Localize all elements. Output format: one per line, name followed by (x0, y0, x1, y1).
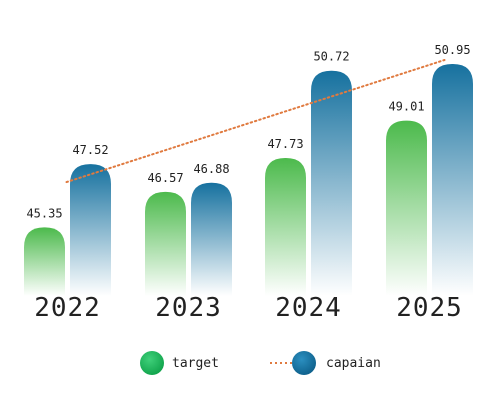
category-label-2023: 2023 (155, 293, 222, 323)
legend-label-target: target (172, 356, 219, 371)
bar-target-2024 (265, 157, 306, 296)
value-label-target-2025: 49.01 (388, 100, 424, 114)
category-label-2022: 2022 (34, 293, 101, 323)
trendline-capaian (65, 59, 446, 184)
bar-capaian-2023 (191, 182, 232, 296)
bar-target-2023 (145, 191, 186, 296)
legend: target capaian (140, 351, 381, 375)
value-label-capaian-2025: 50.95 (434, 43, 470, 57)
value-label-target-2024: 47.73 (267, 137, 303, 151)
value-labels-group: 45.35 47.52 46.57 46.88 47.73 50.72 49.01 50.95 (26, 43, 470, 220)
bar-capaian-2025 (432, 64, 473, 296)
trendline-group (65, 59, 446, 184)
bar-capaian-2024 (311, 70, 352, 297)
category-label-2025: 2025 (396, 293, 463, 323)
legend-label-capaian: capaian (326, 356, 381, 371)
value-label-capaian-2024: 50.72 (313, 50, 349, 64)
value-label-capaian-2023: 46.88 (193, 162, 229, 176)
value-label-target-2022: 45.35 (26, 206, 62, 220)
legend-swatch-target (140, 351, 164, 375)
bar-target-2022 (24, 227, 65, 296)
value-label-capaian-2022: 47.52 (72, 143, 108, 157)
legend-swatch-capaian (292, 351, 316, 375)
category-label-2024: 2024 (275, 293, 342, 323)
bars-group (24, 64, 473, 297)
value-label-target-2023: 46.57 (147, 171, 183, 185)
bar-target-2025 (386, 120, 427, 297)
bar-capaian-2022 (70, 164, 111, 296)
category-labels-group: 2022 2023 2024 2025 (34, 293, 463, 323)
